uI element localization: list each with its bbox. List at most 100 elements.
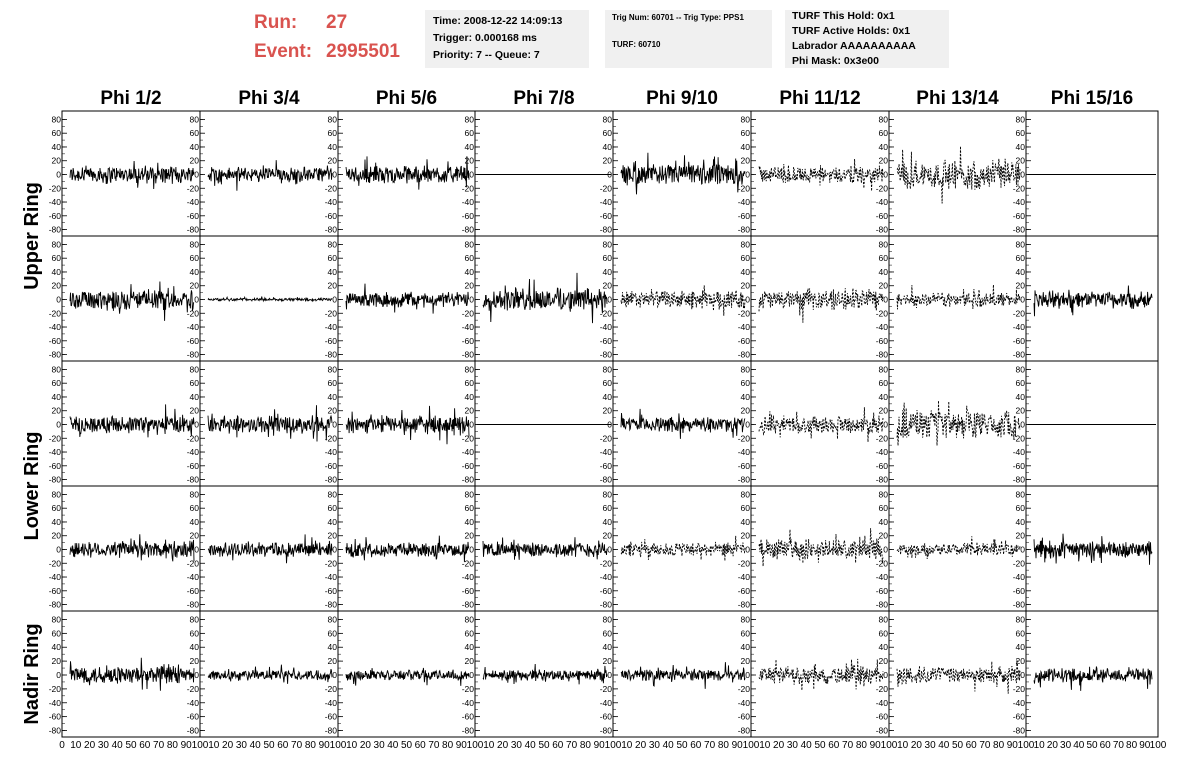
y-tick-label: 60: [1016, 628, 1026, 638]
waveform-panel: -80 -60 -40 -20 0 20 40 60 80: [187, 110, 339, 237]
y-tick-label: 0: [607, 170, 612, 180]
x-tick-label: 70: [153, 740, 165, 751]
waveform-trace: [758, 158, 884, 192]
y-tick-label: -40: [1013, 698, 1026, 708]
y-tick-label: -20: [325, 684, 338, 694]
x-tick-label: 70: [1113, 740, 1125, 751]
y-tick-label: -80: [600, 475, 613, 485]
waveform-panel: -80 -60 -40 -20 0 20 40 60 80: [738, 110, 890, 237]
y-tick-label: -40: [187, 572, 200, 582]
y-tick-label: 0: [1020, 170, 1025, 180]
priority-text: Priority: 7 -- Queue: 7: [433, 49, 540, 61]
y-tick-label: 20: [1016, 156, 1026, 166]
event-label: Event:: [254, 41, 312, 62]
y-tick-label: -80: [1013, 475, 1026, 485]
y-tick-label: 40: [879, 392, 889, 402]
waveform-trace: [69, 160, 195, 190]
y-tick-label: -80: [325, 350, 338, 360]
y-tick-label: 0: [332, 170, 337, 180]
y-tick-label: 0: [469, 670, 474, 680]
y-tick-label: 20: [741, 531, 751, 541]
y-tick-label: 60: [879, 128, 889, 138]
y-tick-label: 0: [1020, 295, 1025, 305]
y-tick-label: -60: [462, 712, 475, 722]
y-tick-label: -20: [49, 308, 62, 318]
y-tick-label: 20: [879, 531, 889, 541]
x-tick-label: 70: [979, 740, 991, 751]
x-tick-label: 50: [676, 740, 688, 751]
y-tick-label: -20: [876, 308, 889, 318]
y-tick-label: 40: [603, 642, 613, 652]
y-tick-label: 40: [879, 267, 889, 277]
x-tick-label: 10: [621, 740, 633, 751]
y-tick-label: 40: [465, 142, 475, 152]
y-tick-label: 20: [1016, 406, 1026, 416]
y-tick-label: -20: [325, 308, 338, 318]
y-tick-label: 60: [1016, 503, 1026, 513]
x-tick-label: 30: [787, 740, 799, 751]
waveform-panel: -80 -60 -40 -20 0 20 40 60 80: [462, 610, 614, 738]
y-tick-label: -60: [49, 712, 62, 722]
y-tick-label: 0: [607, 670, 612, 680]
waveform-trace: [620, 152, 746, 195]
waveform-trace: [896, 146, 1021, 204]
y-tick-label: 40: [1016, 517, 1026, 527]
waveform-trace: [620, 662, 746, 689]
waveform-panel: -80 -60 -40 -20 0 20 40 60 80: [462, 360, 614, 487]
y-tick-label: 40: [741, 517, 751, 527]
y-tick-label: -20: [600, 183, 613, 193]
y-tick-label: -60: [600, 211, 613, 221]
y-tick-label: -20: [49, 433, 62, 443]
y-tick-label: -40: [600, 698, 613, 708]
y-tick-label: -20: [738, 684, 751, 694]
y-tick-label: -40: [187, 698, 200, 708]
y-tick-label: -40: [600, 572, 613, 582]
y-tick-label: 60: [603, 503, 613, 513]
y-tick-label: -40: [876, 698, 889, 708]
y-tick-label: 40: [52, 517, 62, 527]
y-tick-label: -20: [738, 308, 751, 318]
y-tick-label: 20: [603, 531, 613, 541]
y-tick-label: -60: [462, 336, 475, 346]
panel-frame: [1025, 235, 1159, 362]
x-tick-label: 100: [881, 740, 898, 751]
y-tick-label: -40: [462, 322, 475, 332]
y-tick-label: 60: [741, 128, 751, 138]
y-tick-label: 0: [56, 545, 61, 555]
y-tick-label: -20: [462, 308, 475, 318]
y-tick-label: 20: [879, 406, 889, 416]
y-tick-label: 40: [328, 392, 338, 402]
waveform-panel: -80 -60 -40 -20 0 20 40 60 80: [325, 235, 476, 362]
y-tick-label: -40: [1013, 197, 1026, 207]
y-tick-label: -80: [1013, 225, 1026, 235]
x-tick-label: 80: [1126, 740, 1138, 751]
y-tick-label: 80: [190, 614, 200, 624]
x-tick-label: 40: [801, 740, 813, 751]
y-tick-label: -80: [49, 600, 62, 610]
y-tick-label: 80: [603, 614, 613, 624]
waveform-trace: [69, 281, 195, 321]
waveform-trace: [1033, 285, 1153, 317]
y-tick-label: 40: [465, 392, 475, 402]
y-tick-label: 0: [194, 295, 199, 305]
y-tick-label: -40: [876, 197, 889, 207]
y-tick-label: -20: [600, 684, 613, 694]
y-tick-label: 0: [332, 545, 337, 555]
time-info-box: [425, 10, 589, 68]
waveform-trace: [482, 272, 608, 324]
y-tick-label: 0: [194, 420, 199, 430]
run-value: 27: [326, 12, 347, 33]
event-value: 2995501: [326, 41, 400, 62]
waveform-panel: -80 -60 -40 -20 0 20 40 60 80: [600, 485, 752, 612]
y-tick-label: 20: [52, 281, 62, 291]
y-tick-label: 0: [194, 670, 199, 680]
y-tick-label: -40: [49, 197, 62, 207]
y-tick-label: -20: [876, 433, 889, 443]
waveform-trace: [1033, 666, 1153, 691]
y-tick-label: 20: [328, 156, 338, 166]
row-titles: Upper Ring Lower Ring Nadir Ring: [21, 182, 43, 724]
y-tick-label: 0: [56, 670, 61, 680]
y-tick-label: -40: [876, 322, 889, 332]
x-tick-label: 50: [1086, 740, 1098, 751]
waveform-panel: -80 -60 -40 -20 0 20 40 60 80: [600, 360, 752, 487]
